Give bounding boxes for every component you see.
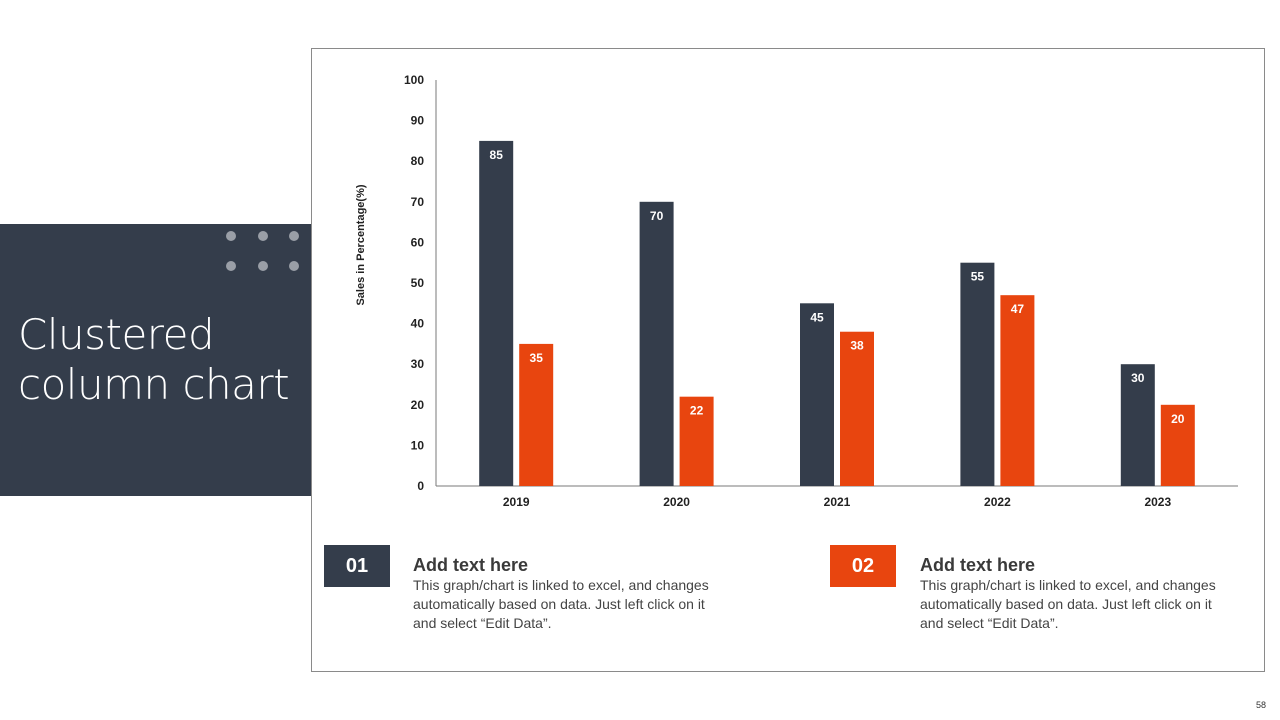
note-body[interactable]: This graph/chart is linked to excel, and… (413, 577, 709, 631)
note-01: Add text here This graph/chart is linked… (413, 554, 743, 633)
y-tick-label: 80 (411, 154, 425, 168)
bar (679, 396, 714, 486)
slide-title: Clustered column chart (18, 310, 308, 410)
y-tick-label: 50 (411, 276, 425, 290)
bar-data-label: 85 (490, 148, 504, 162)
bar (1120, 364, 1155, 486)
slide-title-line-2: column chart (18, 360, 290, 409)
bar (1000, 295, 1035, 486)
dot-icon (226, 261, 236, 271)
bar-data-label: 30 (1131, 371, 1145, 385)
x-tick-label: 2022 (984, 495, 1011, 509)
bar-data-label: 47 (1011, 302, 1025, 316)
y-tick-label: 60 (411, 235, 425, 249)
bar (519, 343, 554, 486)
bar (1160, 404, 1195, 486)
bar-data-label: 38 (850, 339, 864, 353)
bar (840, 331, 874, 486)
dot-icon (258, 231, 268, 241)
y-tick-label: 40 (411, 317, 425, 331)
x-tick-label: 2019 (503, 495, 530, 509)
note-badge-02: 02 (830, 545, 896, 587)
dot-icon (289, 261, 299, 271)
decorative-dots (226, 231, 302, 271)
dot-icon (258, 261, 268, 271)
bar-data-label: 22 (690, 404, 704, 418)
x-tick-label: 2023 (1144, 495, 1171, 509)
y-tick-label: 0 (417, 479, 424, 493)
note-badge-01: 01 (324, 545, 390, 587)
note-heading[interactable]: Add text here (413, 555, 529, 575)
bar-data-label: 55 (971, 270, 985, 284)
y-tick-label: 20 (411, 398, 425, 412)
note-02: Add text here This graph/chart is linked… (920, 554, 1250, 633)
bar (639, 201, 674, 487)
page-number: 58 (1255, 700, 1266, 710)
y-axis-label-text: Sales in Percentage(%) (355, 184, 367, 306)
dot-icon (226, 231, 236, 241)
bar (800, 303, 834, 486)
y-tick-label: 90 (411, 114, 425, 128)
bar-data-label: 35 (530, 351, 544, 365)
bar-data-label: 20 (1171, 412, 1185, 426)
bar-data-label: 70 (650, 209, 664, 223)
x-tick-label: 2021 (824, 495, 851, 509)
chart-panel (311, 48, 1265, 672)
note-heading[interactable]: Add text here (920, 555, 1036, 575)
y-tick-label: 70 (411, 195, 425, 209)
slide-title-line-1: Clustered (18, 310, 215, 359)
note-body[interactable]: This graph/chart is linked to excel, and… (920, 577, 1216, 631)
bar (479, 140, 514, 486)
dot-icon (289, 231, 299, 241)
x-tick-label: 2020 (663, 495, 690, 509)
bar-data-label: 45 (810, 310, 824, 324)
bar (960, 262, 995, 486)
y-tick-label: 10 (411, 438, 425, 452)
y-tick-label: 100 (404, 73, 424, 87)
y-tick-label: 30 (411, 357, 425, 371)
